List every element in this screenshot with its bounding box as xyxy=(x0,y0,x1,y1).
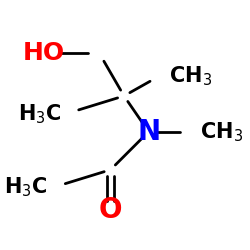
Text: H$_3$C: H$_3$C xyxy=(4,176,48,200)
Text: H$_3$C: H$_3$C xyxy=(18,102,62,126)
Text: HO: HO xyxy=(22,42,64,66)
Text: O: O xyxy=(99,196,122,224)
Text: CH$_3$: CH$_3$ xyxy=(169,64,212,88)
Text: CH$_3$: CH$_3$ xyxy=(200,120,243,144)
Text: N: N xyxy=(137,118,160,146)
